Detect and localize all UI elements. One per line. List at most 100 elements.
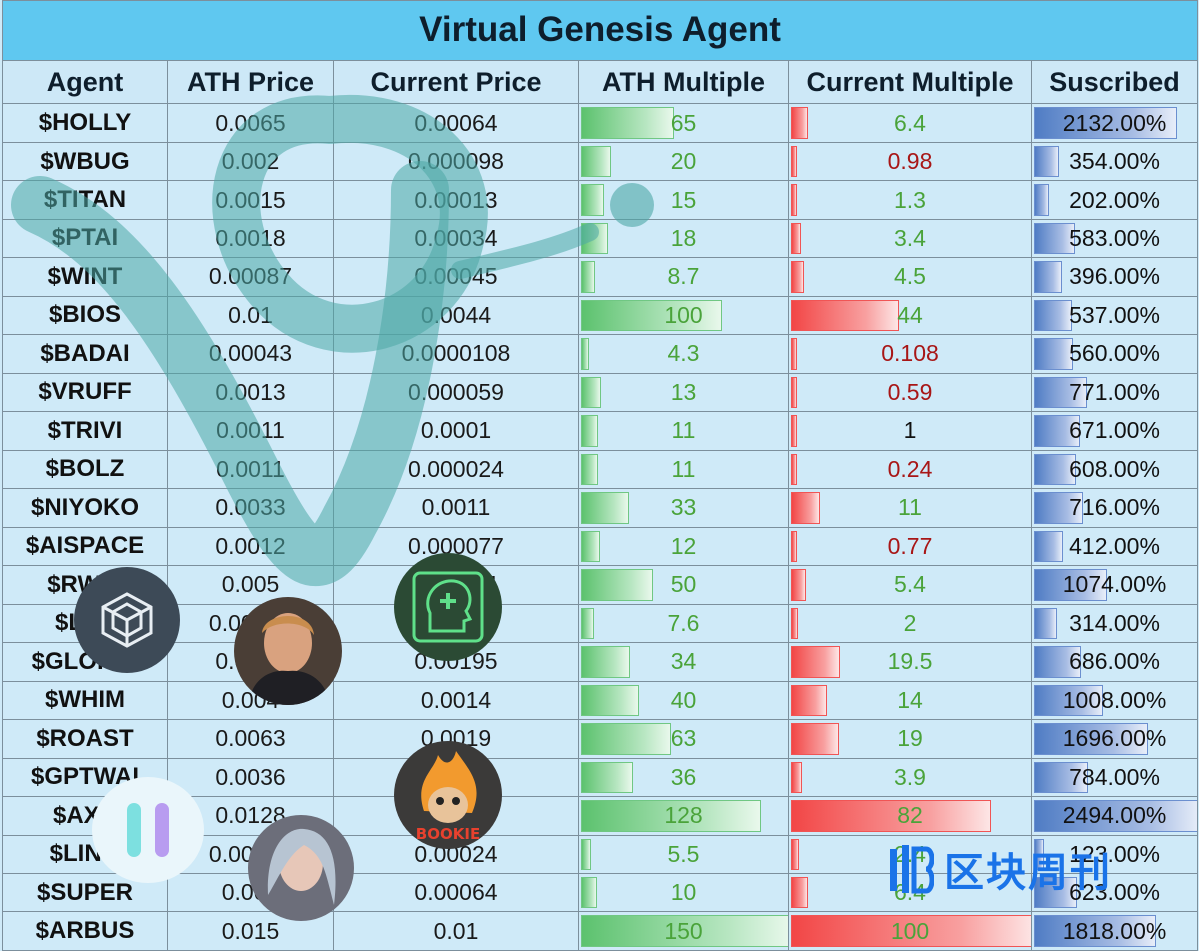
subscribed-cell: 2132.00% bbox=[1030, 103, 1199, 143]
agent-cell: $TITAN bbox=[2, 180, 168, 220]
ath-multiple-cell: 150 bbox=[578, 911, 789, 951]
subscribed-cell: 412.00% bbox=[1030, 526, 1199, 567]
subscribed-bar bbox=[1034, 607, 1057, 640]
ath-multiple-value: 65 bbox=[670, 109, 697, 136]
subscribed-bar bbox=[1034, 107, 1178, 139]
ath-multiple-cell: 34 bbox=[578, 642, 789, 682]
agent-cell: $BOLZ bbox=[2, 449, 168, 490]
current-multiple-cell: 0.77 bbox=[788, 526, 1032, 567]
ath-multiple-bar bbox=[581, 607, 594, 640]
subscribed-cell: 686.00% bbox=[1030, 642, 1199, 682]
ath-multiple-bar bbox=[581, 184, 604, 216]
current-multiple-bar bbox=[791, 876, 809, 909]
subscribed-value: 716.00% bbox=[1069, 494, 1160, 521]
subscribed-cell: 354.00% bbox=[1030, 141, 1199, 182]
current-price-cell: 0.01 bbox=[333, 911, 579, 951]
ath-multiple-cell: 5.5 bbox=[578, 834, 789, 874]
ath-price-cell: 0.0036 bbox=[167, 757, 334, 798]
table-row: $VRUFF 0.0013 0.000059 13 0.59 771.00% bbox=[2, 372, 1199, 413]
current-multiple-value: 44 bbox=[897, 301, 923, 328]
ath-multiple-bar bbox=[581, 569, 653, 601]
ath-price-cell: 0.0011 bbox=[167, 449, 334, 490]
agent-cell: $BADAI bbox=[2, 334, 168, 374]
current-multiple-cell: 0.24 bbox=[788, 449, 1032, 490]
current-multiple-cell: 0.59 bbox=[788, 372, 1032, 413]
ath-multiple-value: 100 bbox=[664, 301, 703, 328]
subscribed-value: 608.00% bbox=[1069, 455, 1160, 482]
ath-price-cell: 0.00087 bbox=[167, 257, 334, 297]
subscribed-cell: 608.00% bbox=[1030, 449, 1199, 490]
subscribed-value: 686.00% bbox=[1069, 648, 1160, 675]
current-multiple-cell: 4.5 bbox=[788, 257, 1032, 297]
current-multiple-bar bbox=[791, 530, 797, 563]
ath-multiple-bar bbox=[581, 761, 634, 794]
ath-multiple-bar bbox=[581, 261, 596, 293]
agent-cell: $ARBUS bbox=[2, 911, 168, 951]
current-multiple-bar bbox=[791, 222, 802, 255]
subscribed-bar bbox=[1034, 800, 1197, 832]
ath-multiple-cell: 63 bbox=[578, 719, 789, 759]
current-multiple-value: 2.4 bbox=[894, 840, 926, 867]
table-row: $BOLZ 0.0011 0.000024 11 0.24 608.00% bbox=[2, 449, 1199, 490]
header-row: Agent ATH Price Current Price ATH Multip… bbox=[2, 59, 1199, 105]
subscribed-bar bbox=[1034, 492, 1084, 524]
current-multiple-cell: 44 bbox=[788, 295, 1032, 336]
table-row: $WINT 0.00087 0.00045 8.7 4.5 396.00% bbox=[2, 257, 1199, 297]
current-price-cell: 0.00013 bbox=[333, 180, 579, 220]
ath-multiple-cell: 7.6 bbox=[578, 603, 789, 644]
subscribed-bar bbox=[1034, 261, 1063, 293]
current-multiple-cell: 5.4 bbox=[788, 565, 1032, 605]
ath-multiple-cell: 11 bbox=[578, 411, 789, 451]
ath-multiple-bar bbox=[581, 838, 591, 870]
ath-price-cell: 0.002 bbox=[167, 141, 334, 182]
girl-portrait-icon bbox=[248, 815, 354, 921]
subscribed-bar bbox=[1034, 646, 1082, 678]
ath-multiple-value: 128 bbox=[664, 802, 703, 829]
pause-bars-icon bbox=[92, 777, 204, 883]
current-multiple-value: 19 bbox=[897, 725, 923, 752]
current-multiple-bar bbox=[791, 761, 803, 794]
subscribed-value: 1074.00% bbox=[1062, 571, 1167, 598]
ath-multiple-bar bbox=[581, 646, 631, 678]
current-price-cell: 0.00064 bbox=[333, 872, 579, 913]
table-row: $ARBUS 0.015 0.01 150 100 1818.00% bbox=[2, 911, 1199, 951]
subscribed-bar bbox=[1034, 761, 1088, 794]
current-multiple-cell: 11 bbox=[788, 488, 1032, 528]
subscribed-value: 771.00% bbox=[1069, 378, 1160, 405]
current-multiple-value: 0.24 bbox=[887, 455, 933, 482]
current-multiple-value: 0.108 bbox=[881, 340, 939, 367]
subscribed-value: 2132.00% bbox=[1062, 109, 1167, 136]
subscribed-bar bbox=[1034, 415, 1081, 447]
current-multiple-value: 5.4 bbox=[894, 571, 926, 598]
subscribed-cell: 1074.00% bbox=[1030, 565, 1199, 605]
current-multiple-bar bbox=[791, 145, 797, 178]
ath-multiple-bar bbox=[581, 800, 762, 832]
subscribed-bar bbox=[1034, 299, 1072, 332]
current-price-cell: 0.000059 bbox=[333, 372, 579, 413]
subscribed-cell: 396.00% bbox=[1030, 257, 1199, 297]
table-title: Virtual Genesis Agent bbox=[1, 0, 1199, 61]
agent-cell: $WINT bbox=[2, 257, 168, 297]
subscribed-cell: 314.00% bbox=[1030, 603, 1199, 644]
ath-price-cell: 0.0015 bbox=[167, 180, 334, 220]
current-multiple-cell: 6.4 bbox=[788, 872, 1032, 913]
ath-multiple-bar bbox=[581, 684, 639, 717]
table-row: $WBUG 0.002 0.000098 20 0.98 354.00% bbox=[2, 141, 1199, 182]
ath-price-cell: 0.00043 bbox=[167, 334, 334, 374]
current-multiple-value: 11 bbox=[898, 494, 922, 521]
header-ath-multiple: ATH Multiple bbox=[578, 59, 789, 105]
subscribed-cell: 671.00% bbox=[1030, 411, 1199, 451]
header-current-price: Current Price bbox=[333, 59, 579, 105]
ath-multiple-bar bbox=[581, 530, 600, 563]
subscribed-bar bbox=[1034, 222, 1075, 255]
current-multiple-value: 82 bbox=[897, 802, 923, 829]
header-subscribed: Suscribed bbox=[1030, 59, 1199, 105]
ath-multiple-value: 15 bbox=[670, 186, 697, 213]
subscribed-cell: 560.00% bbox=[1030, 334, 1199, 374]
ath-multiple-value: 18 bbox=[670, 224, 697, 251]
ath-multiple-cell: 20 bbox=[578, 141, 789, 182]
ath-multiple-value: 33 bbox=[670, 494, 697, 521]
ath-multiple-bar bbox=[581, 492, 629, 524]
ath-multiple-value: 63 bbox=[670, 725, 697, 752]
